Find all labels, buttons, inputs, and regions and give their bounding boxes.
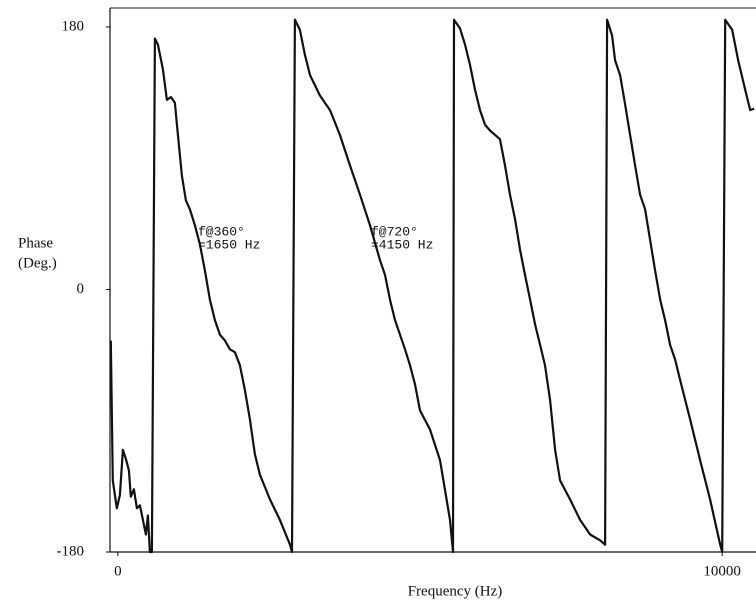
x-tick-label: 0	[114, 563, 122, 579]
y-axis-label: Phase	[18, 235, 53, 251]
annotation: =1650 Hz	[198, 237, 260, 252]
y-tick-label: 0	[77, 281, 85, 297]
x-axis-label: Frequency (Hz)	[408, 583, 503, 599]
annotation: f@720°	[371, 224, 418, 239]
y-tick-label: -180	[57, 543, 85, 559]
x-tick-label: 10000	[703, 563, 741, 579]
annotation: f@360°	[198, 224, 245, 239]
y-axis-label: (Deg.)	[18, 255, 57, 271]
annotation: =4150 Hz	[371, 237, 433, 252]
y-tick-label: 180	[62, 18, 85, 34]
phase-line	[109, 18, 755, 554]
